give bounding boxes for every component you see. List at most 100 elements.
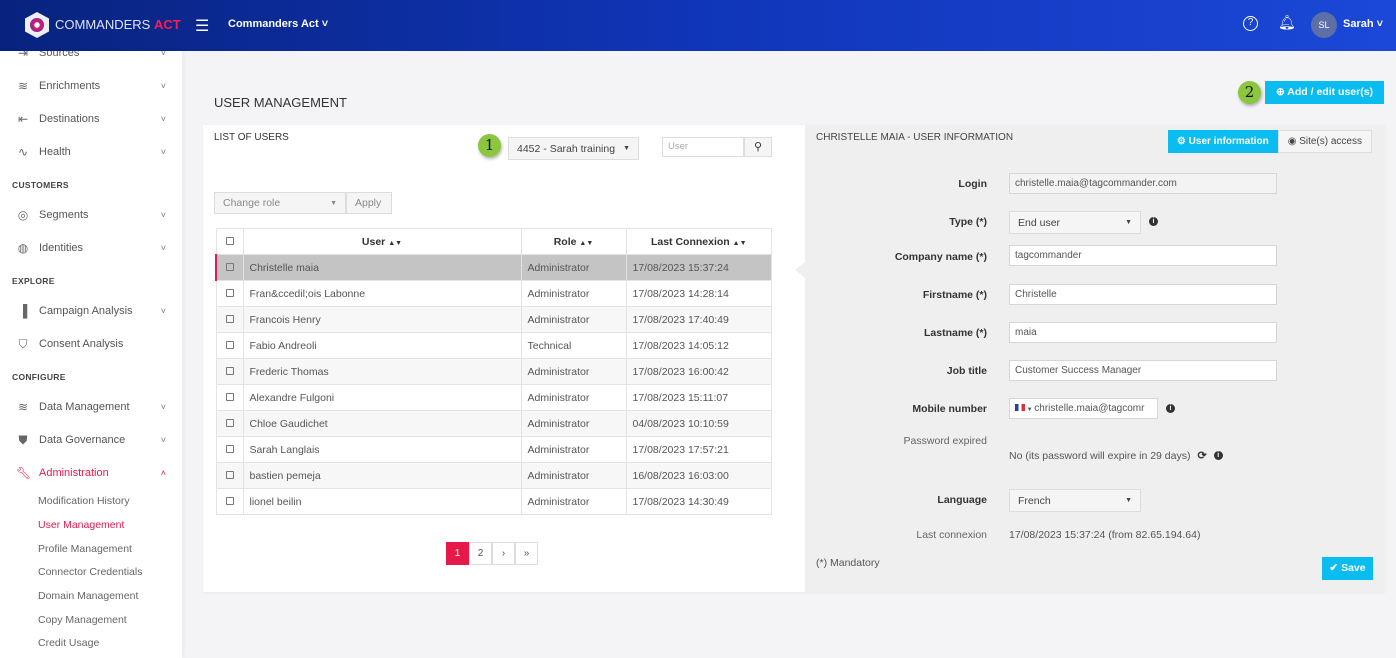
row-checkbox[interactable]	[215, 462, 244, 489]
row-checkbox[interactable]	[215, 306, 244, 333]
cell-user: Fran&ccedil;ois Labonne	[242, 280, 522, 307]
site-select[interactable]: 4452 - Sarah training ▼	[508, 137, 639, 160]
sidebar-item-campaign-analysis[interactable]: ▐ Campaign Analysis ˅	[16, 301, 166, 321]
cell-last-connexion: 17/08/2023 17:57:21	[625, 436, 772, 463]
help-icon[interactable]: ?	[1243, 16, 1258, 31]
column-last-connexion[interactable]: Last Connexion ▲▼	[625, 228, 772, 255]
table-row[interactable]: bastien pemeja Administrator 16/08/2023 16…	[215, 462, 772, 489]
row-checkbox[interactable]	[215, 384, 244, 411]
tab-user-information[interactable]: ⚙ User information	[1167, 130, 1278, 153]
table-row[interactable]: Fabio Andreoli Technical 17/08/2023 14:05:…	[215, 332, 772, 359]
sidebar-item-enrichments[interactable]: ≋ Enrichments ˅	[16, 76, 166, 96]
table-row[interactable]: Sarah Langlais Administrator 17/08/2023 17…	[215, 436, 772, 463]
cell-role: Administrator	[520, 436, 627, 463]
sidebar-item-administration[interactable]: 🔧︎ Administration ˄	[16, 463, 166, 483]
refresh-icon[interactable]: ⟳	[1197, 450, 1207, 462]
apply-button[interactable]: Apply	[346, 192, 392, 214]
table-row[interactable]: Alexandre Fulgoni Administrator 17/08/2023…	[215, 384, 772, 411]
users-table: User ▲▼ Role ▲▼ Last Connexion ▲▼ Christ…	[215, 228, 772, 515]
add-edit-users-button[interactable]: ⊕ Add / edit user(s)	[1265, 81, 1384, 104]
sidebar-sub-domain-management[interactable]: Domain Management	[38, 590, 139, 602]
column-user[interactable]: User ▲▼	[242, 228, 522, 255]
page-title: USER MANAGEMENT	[214, 95, 347, 110]
row-checkbox[interactable]	[215, 254, 244, 281]
table-row[interactable]: lionel beilin Administrator 17/08/2023 14:…	[215, 488, 772, 515]
tab-sites-access[interactable]: ◉ Site(s) access	[1277, 130, 1372, 153]
label: Consent Analysis	[39, 338, 124, 350]
change-role-select[interactable]: Change role ▼	[214, 192, 346, 214]
row-checkbox[interactable]	[215, 410, 244, 437]
page-2-button[interactable]: 2	[469, 542, 492, 565]
sidebar-item-destinations[interactable]: ⇤ Destinations ˅	[16, 109, 166, 129]
site-select-value: 4452 - Sarah training	[517, 142, 616, 155]
sidebar-sub-copy-management[interactable]: Copy Management	[38, 614, 127, 626]
cell-user: Alexandre Fulgoni	[242, 384, 522, 411]
chevron-down-icon: ˅	[160, 114, 166, 124]
chevron-down-icon: ˅	[160, 306, 166, 316]
cell-user: bastien pemeja	[242, 462, 522, 489]
cell-role: Administrator	[520, 410, 627, 437]
row-checkbox[interactable]	[215, 358, 244, 385]
sidebar-item-health[interactable]: ∿ Health ˅	[16, 142, 166, 162]
select-all-checkbox[interactable]	[215, 228, 244, 255]
row-checkbox[interactable]	[215, 488, 244, 515]
cell-last-connexion: 17/08/2023 14:05:12	[625, 332, 772, 359]
cell-last-connexion: 17/08/2023 15:11:07	[625, 384, 772, 411]
plus-circle-icon: ⊕	[1275, 86, 1285, 98]
table-row[interactable]: Christelle maia Administrator 17/08/2023 1…	[215, 254, 772, 281]
save-button[interactable]: ✔ Save	[1322, 557, 1373, 580]
target-icon: ◎	[17, 208, 29, 222]
mobile-field[interactable]: ▼ christelle.maia@tagcomr	[1009, 398, 1158, 419]
sidebar-sub-profile-management[interactable]: Profile Management	[38, 543, 132, 555]
menu-icon[interactable]: ☰	[195, 18, 210, 35]
firstname-field[interactable]: Christelle	[1009, 284, 1277, 305]
account-selector[interactable]: Commanders Act ˅	[228, 18, 329, 30]
user-search-input[interactable]: User	[662, 137, 744, 157]
tab-label: Site(s) access	[1299, 136, 1362, 147]
next-page-button[interactable]: ›	[492, 542, 515, 565]
user-menu[interactable]: Sarah ˅	[1343, 18, 1384, 30]
sidebar-item-data-governance[interactable]: ⛊ Data Governance ˅	[16, 430, 166, 450]
table-row[interactable]: Chloe Gaudichet Administrator 04/08/2023 1…	[215, 410, 772, 437]
type-select[interactable]: End user ▼	[1009, 211, 1141, 234]
sidebar-sub-user-management[interactable]: User Management	[38, 519, 125, 531]
sidebar-item-consent-analysis[interactable]: ⛉ Consent Analysis	[16, 334, 166, 354]
brand: COMMANDERS ACT	[55, 17, 181, 32]
table-row[interactable]: Francois Henry Administrator 17/08/2023 17…	[215, 306, 772, 333]
info-icon[interactable]: i	[1166, 404, 1175, 413]
sidebar-item-data-management[interactable]: ≋ Data Management ˅	[16, 397, 166, 417]
page-1-button[interactable]: 1	[446, 542, 469, 565]
search-icon[interactable]: ⚲	[744, 137, 772, 157]
section-configure: CONFIGURE	[12, 372, 66, 382]
cell-user: Francois Henry	[242, 306, 522, 333]
avatar[interactable]: SL	[1311, 12, 1337, 38]
table-row[interactable]: Frederic Thomas Administrator 17/08/2023 1…	[215, 358, 772, 385]
language-select[interactable]: French ▼	[1009, 489, 1141, 512]
row-checkbox[interactable]	[215, 436, 244, 463]
globe-icon: ◉	[1287, 136, 1297, 147]
login-field[interactable]: christelle.maia@tagcommander.com	[1009, 173, 1277, 194]
label: Identities	[39, 242, 84, 254]
cell-role: Administrator	[520, 358, 627, 385]
sidebar-item-sources[interactable]: ⇥ Sources ˅	[16, 51, 166, 63]
cell-role: Administrator	[520, 306, 627, 333]
last-page-button[interactable]: »	[515, 542, 538, 565]
lastname-field[interactable]: maia	[1009, 322, 1277, 343]
sidebar-sub-credit-usage[interactable]: Credit Usage	[38, 637, 100, 649]
sidebar-item-segments[interactable]: ◎ Segments ˅	[16, 205, 166, 225]
last-connexion-value: 17/08/2023 15:37:24 (from 82.65.194.64)	[1009, 529, 1201, 541]
info-icon[interactable]: i	[1213, 451, 1223, 460]
table-row[interactable]: Fran&ccedil;ois Labonne Administrator 17/0…	[215, 280, 772, 307]
france-flag-icon[interactable]	[1015, 404, 1025, 411]
sidebar-sub-connector-credentials[interactable]: Connector Credentials	[38, 566, 143, 578]
job-title-field[interactable]: Customer Success Manager	[1009, 360, 1277, 381]
row-checkbox[interactable]	[215, 280, 244, 307]
column-role[interactable]: Role ▲▼	[520, 228, 627, 255]
bell-icon[interactable]: 🔔︎	[1278, 14, 1296, 30]
sidebar-item-identities[interactable]: ◍ Identities ˅	[16, 238, 166, 258]
sign-out-icon: ⇤	[17, 112, 29, 126]
info-icon[interactable]: i	[1149, 217, 1158, 226]
sidebar-sub-modification-history[interactable]: Modification History	[38, 495, 130, 507]
company-field[interactable]: tagcommander	[1009, 245, 1277, 266]
row-checkbox[interactable]	[215, 332, 244, 359]
